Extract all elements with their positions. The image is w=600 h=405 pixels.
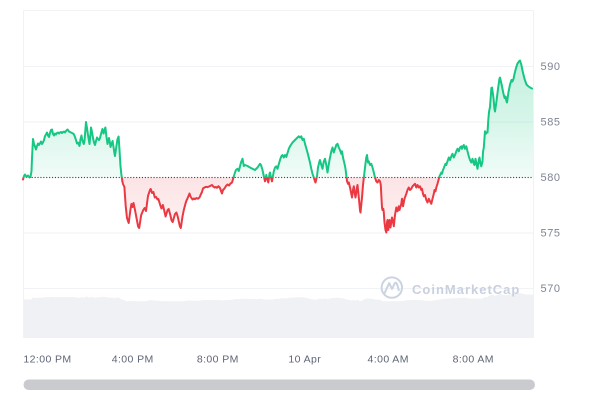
svg-text:4:00 PM: 4:00 PM — [112, 354, 154, 366]
svg-text:575: 575 — [541, 228, 561, 240]
svg-text:8:00 AM: 8:00 AM — [453, 354, 494, 366]
svg-text:590: 590 — [541, 61, 561, 73]
svg-text:4:00 AM: 4:00 AM — [368, 354, 409, 366]
svg-text:585: 585 — [541, 117, 561, 129]
svg-text:580: 580 — [541, 172, 561, 184]
svg-text:8:00 PM: 8:00 PM — [197, 354, 239, 366]
svg-text:12:00 PM: 12:00 PM — [23, 354, 71, 366]
svg-text:10 Apr: 10 Apr — [288, 354, 321, 366]
svg-text:570: 570 — [541, 283, 561, 295]
svg-text:CoinMarketCap: CoinMarketCap — [412, 282, 520, 297]
